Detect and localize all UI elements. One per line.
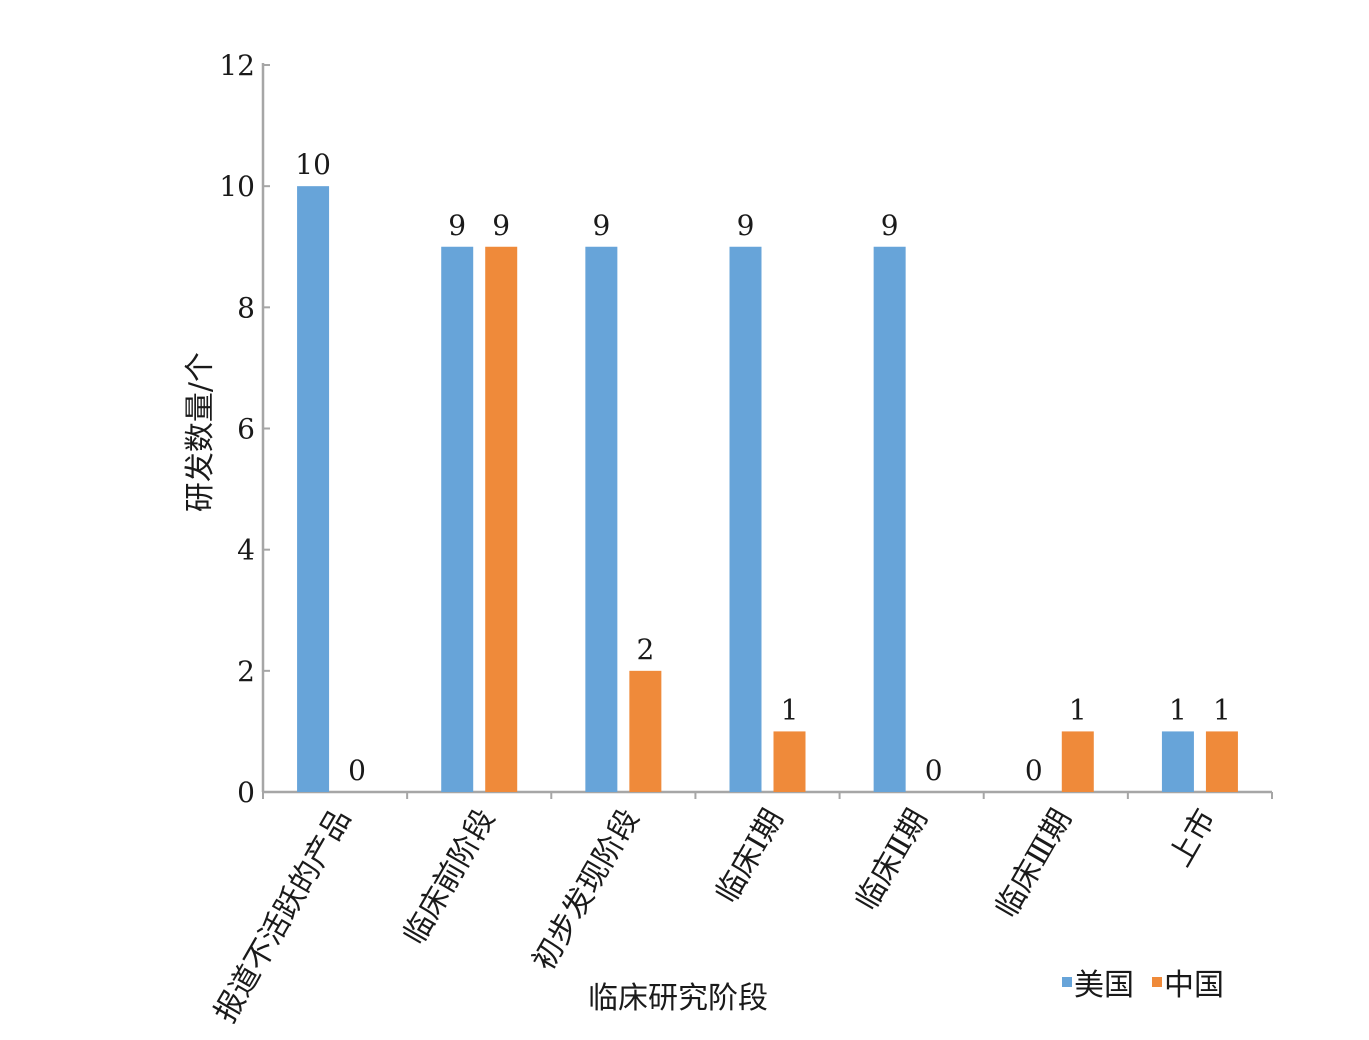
data-label: 9 [881,209,899,242]
data-label: 10 [295,148,331,181]
data-label: 0 [1025,754,1043,787]
data-label: 1 [1213,693,1231,726]
data-label: 1 [1069,693,1087,726]
bar-usa [873,246,906,792]
x-category-label: 初步发现阶段 [526,803,646,976]
data-label: 9 [737,209,755,242]
y-tick-label: 10 [219,170,255,203]
legend-swatch-usa [1062,977,1072,987]
y-tick-label: 6 [237,413,255,446]
bar-usa [729,246,762,792]
bar-usa [1161,731,1194,792]
y-tick-label: 4 [237,534,255,567]
y-axis-title: 研发数量/个 [183,352,218,512]
legend-swatch-china [1152,977,1162,987]
y-tick-label: 2 [237,655,255,688]
data-label: 9 [592,209,610,242]
x-category-label: 临床Ⅰ期 [709,803,790,909]
x-category-label: 报道不活跃的产品 [208,803,358,1028]
bar-china [629,670,662,792]
legend-label: 中国 [1164,968,1224,1003]
x-category-label: 上市 [1163,803,1223,872]
x-axis-title: 临床研究阶段 [588,981,768,1016]
x-category-label: 临床前阶段 [397,803,502,950]
data-label: 9 [492,209,510,242]
bar-china [1205,731,1238,792]
bar-usa [441,246,474,792]
x-category-label: 临床Ⅱ期 [849,803,935,916]
bar-usa [297,186,330,792]
x-category-label: 临床Ⅲ期 [989,803,1079,924]
bar-usa [585,246,618,792]
data-label: 1 [1169,693,1187,726]
bar-china [1061,731,1094,792]
data-label: 9 [448,209,466,242]
bar-china [485,246,518,792]
y-tick-label: 0 [237,776,255,809]
y-tick-label: 8 [237,291,255,324]
data-label: 0 [925,754,943,787]
data-label: 0 [348,754,366,787]
bar-china [773,731,806,792]
legend-label: 美国 [1074,968,1134,1003]
data-label: 2 [636,633,654,666]
y-tick-label: 12 [219,49,255,82]
data-label: 1 [781,693,799,726]
